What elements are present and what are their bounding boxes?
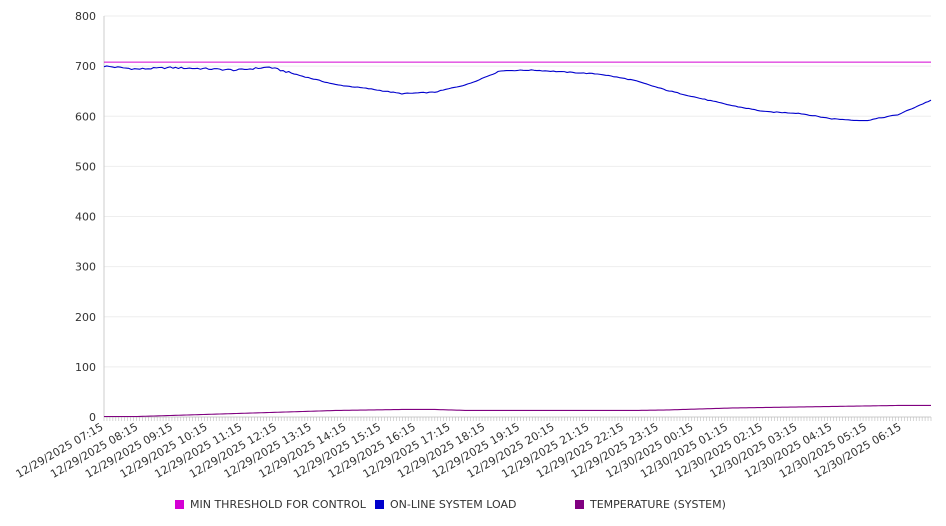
series-line-system-load: [103, 65, 932, 122]
y-tick-label: 400: [75, 211, 96, 224]
y-axis-ticks: 0 100 200 300 400 500 600 700 800: [75, 10, 96, 424]
y-tick-label: 700: [75, 60, 96, 73]
legend-label-min-threshold: MIN THRESHOLD FOR CONTROL: [190, 498, 366, 511]
legend-swatch-temperature: [575, 500, 584, 509]
legend-label-temperature: TEMPERATURE (SYSTEM): [590, 498, 726, 511]
y-tick-label: 800: [75, 10, 96, 23]
legend-item-system-load[interactable]: ON-LINE SYSTEM LOAD: [375, 498, 516, 511]
grid-lines: [104, 15, 931, 368]
y-tick-label: 100: [75, 361, 96, 374]
series-lines: [103, 61, 932, 418]
y-tick-label: 200: [75, 311, 96, 324]
legend-label-system-load: ON-LINE SYSTEM LOAD: [390, 498, 517, 511]
legend-item-temperature[interactable]: TEMPERATURE (SYSTEM): [575, 498, 726, 511]
y-tick-label: 300: [75, 261, 96, 274]
y-tick-label: 0: [89, 411, 96, 424]
legend-swatch-min-threshold: [175, 500, 184, 509]
series-line-temperature: [104, 404, 931, 418]
y-tick-label: 600: [75, 110, 96, 123]
legend-item-min-threshold[interactable]: MIN THRESHOLD FOR CONTROL: [175, 498, 366, 511]
legend-swatch-system-load: [375, 500, 384, 509]
legend: MIN THRESHOLD FOR CONTROL ON-LINE SYSTEM…: [0, 498, 946, 518]
y-tick-label: 500: [75, 160, 96, 173]
axes: [103, 16, 932, 421]
